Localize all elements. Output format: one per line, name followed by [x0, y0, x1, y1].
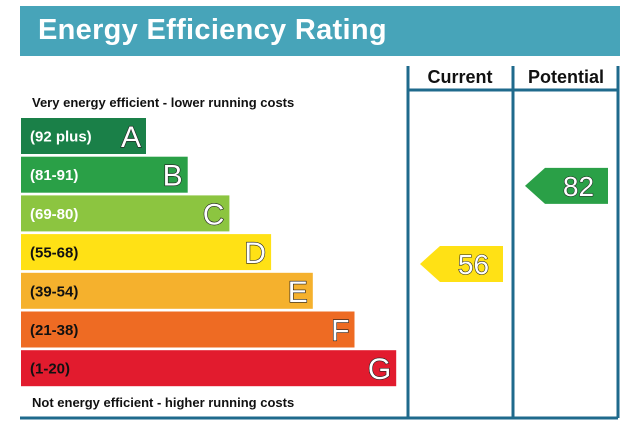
- chart-title: Energy Efficiency Rating: [38, 14, 387, 46]
- band-b-letter: B: [163, 160, 183, 193]
- rating-arrow-group: 56 82: [420, 167, 608, 282]
- band-c-range: (69-80): [30, 206, 78, 223]
- current-rating-arrow: [420, 245, 503, 282]
- note-not-efficient: Not energy efficient - higher running co…: [32, 395, 294, 410]
- column-header-potential: Potential: [528, 67, 604, 87]
- band-a-range: (92 plus): [30, 129, 92, 146]
- band-d-letter: D: [244, 237, 266, 270]
- note-very-efficient: Very energy efficient - lower running co…: [32, 95, 294, 110]
- column-header-current: Current: [427, 67, 492, 87]
- band-f-letter: F: [331, 315, 349, 348]
- band-a-letter: A: [121, 121, 141, 154]
- band-e-letter: E: [288, 276, 308, 309]
- band-c-bar: [21, 195, 230, 232]
- band-c-letter: C: [203, 198, 225, 231]
- band-d-bar: [21, 234, 272, 271]
- band-g-letter: G: [368, 353, 391, 386]
- potential-rating-arrow: [525, 167, 608, 204]
- band-e-range: (39-54): [30, 283, 78, 300]
- band-b-bar: [21, 156, 188, 193]
- chart-header: Energy Efficiency Rating: [20, 6, 620, 56]
- band-e-bar: [21, 272, 313, 309]
- potential-rating-value: 82: [563, 171, 594, 202]
- band-group: (92 plus) A (81-91) B (69-80) C (55-68) D (39-54…: [21, 118, 397, 387]
- band-g-range: (1-20): [30, 361, 70, 378]
- band-b-range: (81-91): [30, 167, 78, 184]
- band-f-bar: [21, 311, 355, 348]
- band-f-range: (21-38): [30, 322, 78, 339]
- current-rating-value: 56: [458, 249, 489, 280]
- band-a-bar: [21, 118, 146, 154]
- band-g-bar: [21, 350, 397, 387]
- band-d-range: (55-68): [30, 245, 78, 262]
- chart-frame: [406, 66, 620, 418]
